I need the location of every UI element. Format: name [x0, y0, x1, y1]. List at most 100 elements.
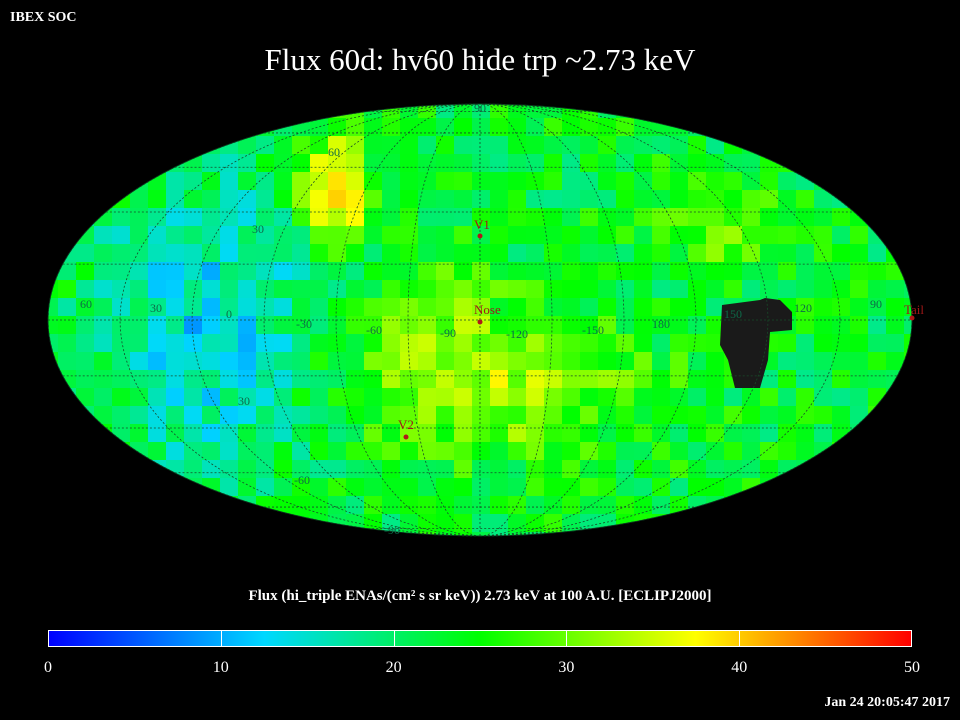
- flux-cell: [436, 514, 455, 533]
- flux-cell: [796, 334, 815, 353]
- flux-cell: [112, 406, 131, 425]
- flux-cell: [796, 388, 815, 407]
- flux-cell: [364, 104, 383, 119]
- flux-cell: [382, 154, 401, 173]
- flux-cell: [94, 262, 113, 281]
- flux-cell: [490, 442, 509, 461]
- flux-cell: [400, 190, 419, 209]
- flux-cell: [688, 190, 707, 209]
- flux-cell: [688, 154, 707, 173]
- flux-cell: [148, 244, 167, 263]
- flux-cell: [634, 226, 653, 245]
- flux-cell: [814, 208, 833, 227]
- flux-cell: [328, 262, 347, 281]
- flux-cell: [220, 262, 239, 281]
- flux-cell: [598, 316, 617, 335]
- flux-cell: [238, 442, 257, 461]
- flux-cell: [868, 244, 887, 263]
- flux-cell: [220, 334, 239, 353]
- flux-cell: [94, 208, 113, 227]
- flux-cell: [562, 190, 581, 209]
- flux-cell: [598, 154, 617, 173]
- flux-cell: [220, 442, 239, 461]
- flux-cell: [76, 352, 95, 371]
- flux-cell: [58, 334, 77, 353]
- flux-cell: [148, 388, 167, 407]
- flux-cell: [562, 406, 581, 425]
- flux-cell: [256, 136, 275, 155]
- flux-cell: [850, 352, 869, 371]
- flux-cell: [274, 388, 293, 407]
- flux-cell: [796, 190, 815, 209]
- flux-cell: [814, 334, 833, 353]
- flux-cell: [310, 352, 329, 371]
- flux-cell: [112, 226, 131, 245]
- flux-cell: [364, 370, 383, 389]
- flux-cell: [706, 478, 725, 497]
- flux-cell: [238, 280, 257, 299]
- flux-cell: [526, 118, 545, 137]
- flux-cell: [382, 226, 401, 245]
- flux-cell: [328, 514, 347, 533]
- flux-cell: [220, 496, 239, 515]
- flux-cell: [346, 190, 365, 209]
- corner-label: IBEX SOC: [10, 10, 77, 25]
- flux-pixels: [48, 104, 912, 536]
- flux-cell: [742, 460, 761, 479]
- longitude-label: 120: [794, 301, 812, 315]
- flux-cell: [472, 370, 491, 389]
- flux-cell: [814, 226, 833, 245]
- flux-cell: [688, 334, 707, 353]
- flux-cell: [382, 514, 401, 533]
- flux-cell: [454, 478, 473, 497]
- flux-cell: [274, 406, 293, 425]
- flux-cell: [400, 280, 419, 299]
- flux-cell: [238, 424, 257, 443]
- flux-cell: [634, 298, 653, 317]
- flux-cell: [292, 442, 311, 461]
- flux-cell: [112, 316, 131, 335]
- flux-cell: [850, 280, 869, 299]
- flux-cell: [778, 190, 797, 209]
- flux-cell: [292, 208, 311, 227]
- flux-cell: [328, 424, 347, 443]
- flux-cell: [832, 388, 851, 407]
- flux-cell: [814, 172, 833, 191]
- flux-cell: [778, 388, 797, 407]
- flux-cell: [670, 406, 689, 425]
- flux-cell: [328, 388, 347, 407]
- flux-cell: [634, 280, 653, 299]
- flux-cell: [490, 298, 509, 317]
- flux-cell: [832, 298, 851, 317]
- flux-cell: [202, 460, 221, 479]
- flux-cell: [634, 262, 653, 281]
- flux-cell: [238, 496, 257, 515]
- flux-cell: [202, 172, 221, 191]
- flux-cell: [760, 388, 779, 407]
- flux-cell: [886, 262, 905, 281]
- flux-cell: [652, 352, 671, 371]
- flux-cell: [382, 208, 401, 227]
- marker-v2-dot: [403, 434, 409, 440]
- flux-cell: [310, 514, 329, 533]
- flux-cell: [184, 388, 203, 407]
- flux-cell: [850, 244, 869, 263]
- flux-cell: [796, 406, 815, 425]
- flux-cell: [778, 424, 797, 443]
- flux-cell: [418, 298, 437, 317]
- flux-cell: [580, 136, 599, 155]
- flux-cell: [256, 478, 275, 497]
- flux-cell: [706, 388, 725, 407]
- flux-cell: [256, 154, 275, 173]
- flux-cell: [598, 478, 617, 497]
- flux-cell: [526, 424, 545, 443]
- flux-cell: [742, 190, 761, 209]
- flux-cell: [526, 244, 545, 263]
- flux-cell: [778, 442, 797, 461]
- flux-cell: [652, 316, 671, 335]
- flux-cell: [94, 352, 113, 371]
- flux-cell: [238, 388, 257, 407]
- longitude-label: 0: [226, 307, 232, 321]
- flux-cell: [670, 478, 689, 497]
- flux-cell: [634, 352, 653, 371]
